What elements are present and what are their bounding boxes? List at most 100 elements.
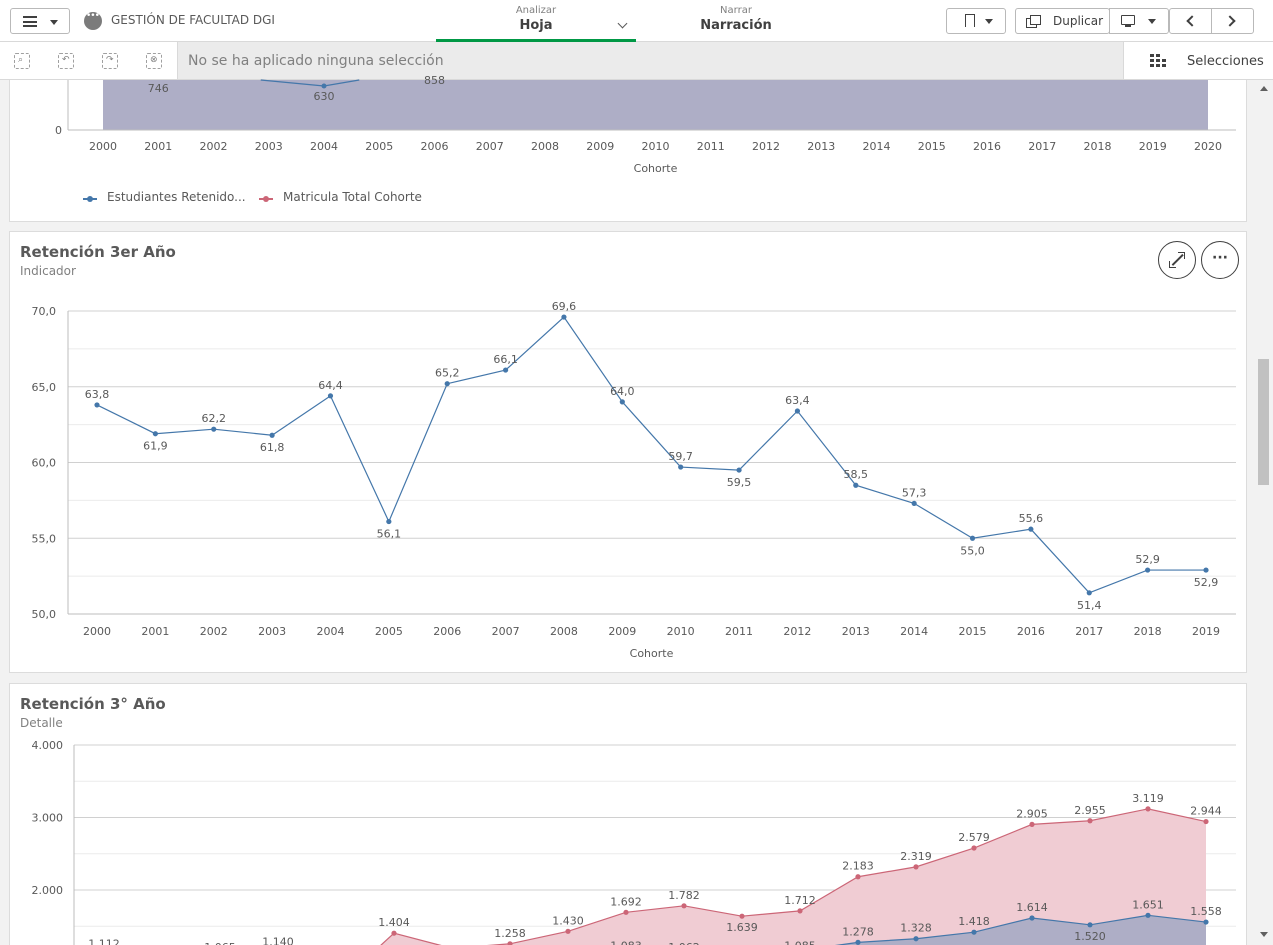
tab-analizar-caption: Analizar xyxy=(515,5,557,16)
scroll-thumb[interactable] xyxy=(1258,359,1269,485)
data-label: 1.430 xyxy=(552,914,584,927)
data-point xyxy=(1145,806,1151,812)
next-sheet-button[interactable] xyxy=(1211,8,1254,34)
data-label: 55,6 xyxy=(1019,512,1044,525)
data-point xyxy=(269,432,275,438)
area-chart-cohort[interactable]: 0 2000 2001 2002 2003 2004 2005 2006 2007 2008 200… xyxy=(10,74,1248,222)
data-point xyxy=(911,500,917,507)
x-tick-label: 2011 xyxy=(725,625,753,638)
chevron-down-icon xyxy=(1148,19,1156,24)
scroll-up-arrow-icon[interactable] xyxy=(1260,86,1268,91)
x-axis-title: Cohorte xyxy=(634,162,678,175)
smart-search-icon[interactable]: ⌕ xyxy=(14,53,30,69)
data-point xyxy=(1029,915,1035,921)
area-chart-detalle[interactable]: 4.000 3.000 2.000 1.404 1.258 1.430 1.692 1.782… xyxy=(10,684,1248,945)
data-point xyxy=(619,399,625,405)
device-view-button[interactable] xyxy=(1109,8,1169,34)
data-point xyxy=(94,402,100,408)
data-point xyxy=(971,845,977,851)
hamburger-icon xyxy=(23,16,37,27)
navigation-menu-button[interactable] xyxy=(10,8,70,34)
data-label: 1.278 xyxy=(842,925,874,938)
panel-subtitle: Indicador xyxy=(20,264,76,278)
data-label: 746 xyxy=(148,82,169,95)
data-label: 3.119 xyxy=(1132,792,1164,805)
panel-title: Retención 3° Año xyxy=(20,695,166,713)
x-tick-label: 2011 xyxy=(697,140,725,153)
x-tick-label: 2008 xyxy=(550,625,578,638)
selections-label: Selecciones xyxy=(1187,54,1264,69)
selection-status-text: No se ha aplicado ninguna selección xyxy=(188,53,444,69)
tab-analizar-label: Hoja xyxy=(519,18,553,33)
data-label: 57,3 xyxy=(902,486,927,499)
x-tick-label: 2004 xyxy=(310,140,338,153)
x-tick-label: 2015 xyxy=(959,625,987,638)
data-point xyxy=(1145,912,1151,918)
data-point xyxy=(327,393,334,399)
previous-sheet-button[interactable] xyxy=(1169,8,1212,34)
x-tick-label: 2019 xyxy=(1192,625,1220,638)
bookmark-icon xyxy=(965,14,975,27)
data-point xyxy=(623,909,629,915)
data-label: 61,8 xyxy=(260,441,285,454)
data-label: 1.558 xyxy=(1190,905,1222,918)
more-options-button[interactable]: ··· xyxy=(1201,241,1239,279)
data-label: 2.905 xyxy=(1016,807,1048,820)
clear-selections-icon[interactable]: ⊗ xyxy=(146,53,162,69)
data-point xyxy=(561,314,567,320)
data-label: 56,1 xyxy=(377,528,402,541)
data-label: 58,5 xyxy=(844,468,869,481)
x-tick-label: 2015 xyxy=(918,140,946,153)
scroll-down-arrow-icon[interactable] xyxy=(1260,932,1268,937)
x-tick-label: 2013 xyxy=(842,625,870,638)
panel-title: Retención 3er Año xyxy=(20,243,176,261)
step-back-icon[interactable]: ↶ xyxy=(58,53,74,69)
data-label: 2.183 xyxy=(842,860,874,873)
selections-button[interactable]: Selecciones xyxy=(1148,42,1273,79)
monitor-icon xyxy=(1121,15,1135,27)
data-label: 51,4 xyxy=(1077,599,1102,612)
data-point xyxy=(502,367,509,373)
x-tick-label: 2005 xyxy=(375,625,403,638)
selection-bar: ⌕ ↶ ↷ ⊗ No se ha aplicado ninguna selecc… xyxy=(0,42,1273,80)
data-label: 1.712 xyxy=(784,894,816,907)
tab-analizar[interactable]: Analizar Hoja xyxy=(436,4,636,42)
line-chart-retencion[interactable]: 70,0 65,0 60,0 55,0 50,0 2000 2001 2002 2003 2004… xyxy=(10,232,1248,674)
y-tick-label: 2.000 xyxy=(32,884,64,897)
area-fill-matricula xyxy=(381,808,1206,945)
data-label: 63,8 xyxy=(85,388,110,401)
duplicate-icon xyxy=(1026,15,1041,28)
app-title[interactable]: GESTIÓN DE FACULTAD DGI xyxy=(111,13,275,27)
page-scrollbar[interactable] xyxy=(1256,80,1273,945)
data-label: 64,0 xyxy=(610,385,635,398)
data-point xyxy=(321,83,327,89)
x-tick-label: 2002 xyxy=(200,140,228,153)
series-line-matricula xyxy=(380,808,1207,945)
data-label: 2.955 xyxy=(1074,804,1106,817)
bookmarks-button[interactable] xyxy=(946,8,1006,34)
data-label: 1.085 xyxy=(784,939,816,945)
step-forward-icon[interactable]: ↷ xyxy=(102,53,118,69)
data-point xyxy=(1087,818,1093,824)
x-tick-label: 2006 xyxy=(421,140,449,153)
chart-panel-retencion-indicador: Retención 3er Año Indicador ··· 70,0 65,0… xyxy=(9,231,1247,673)
x-tick-label: 2019 xyxy=(1139,140,1167,153)
expand-button[interactable] xyxy=(1158,241,1196,279)
y-tick-label: 65,0 xyxy=(32,381,57,394)
data-label: 1.614 xyxy=(1016,901,1048,914)
data-point xyxy=(386,518,392,525)
data-point xyxy=(971,929,977,935)
x-tick-label: 2014 xyxy=(863,140,891,153)
y-tick-label: 55,0 xyxy=(32,532,57,545)
data-label: 62,2 xyxy=(201,412,226,425)
x-tick-label: 2002 xyxy=(200,625,228,638)
chevron-right-icon xyxy=(1224,15,1236,27)
area-fill xyxy=(103,80,1208,130)
data-point xyxy=(1029,821,1035,827)
data-label: 66,1 xyxy=(493,353,518,366)
tab-narrar[interactable]: Narrar Narración xyxy=(676,4,796,35)
data-label: 1.418 xyxy=(958,915,990,928)
data-point xyxy=(565,928,571,934)
duplicate-button[interactable]: Duplicar xyxy=(1015,8,1110,34)
x-tick-label: 2010 xyxy=(642,140,670,153)
